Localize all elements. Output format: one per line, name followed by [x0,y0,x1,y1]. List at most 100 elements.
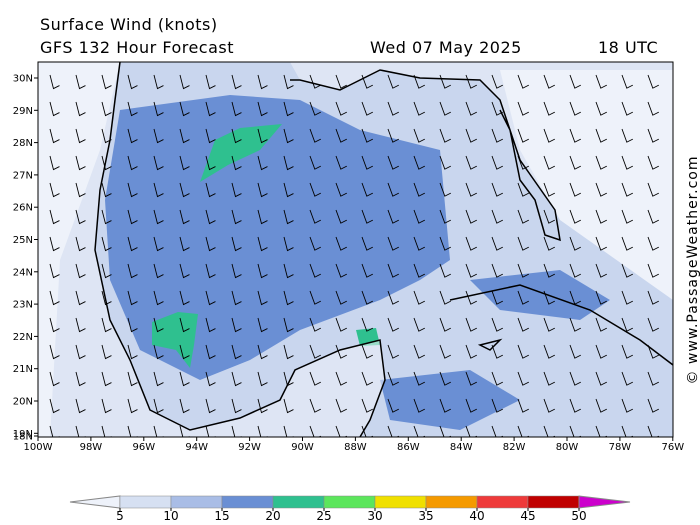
wind-barb [439,263,452,278]
wind-barb [621,101,634,116]
wind-barb [569,182,582,197]
wind-barb [101,317,112,333]
wind-barb [569,398,582,413]
wind-barb [335,74,348,89]
wind-barb [153,128,164,144]
wind-barb [49,371,60,387]
wind-barb [335,371,348,386]
wind-barb [439,182,452,197]
wind-barb [179,209,190,225]
wind-barb [101,209,112,225]
wind-barb [621,182,634,197]
wind-barb [569,290,582,305]
wind-barb [257,209,268,225]
wind-barb [179,182,190,198]
wind-barb [621,236,634,251]
wind-barb [49,398,60,414]
wind-barb [491,209,504,224]
wind-barb [413,398,426,413]
wind-barb [49,101,60,117]
coastline [94,62,673,437]
wind-barb [205,425,216,437]
wind-barb [231,74,242,90]
wind-barb [283,155,294,171]
wind-barb [75,425,86,437]
wind-barb [283,317,294,333]
wind-barb [595,209,608,224]
wind-barb [595,290,608,305]
wind-barb [647,74,660,89]
wind-barb [465,74,478,89]
wind-barb [465,101,478,116]
lat-label: 22N [13,332,33,343]
wind-barb [439,371,452,386]
wind-barb [387,371,400,386]
wind-barb [231,209,242,225]
colorbar-label: 35 [418,509,433,523]
colorbar-label: 25 [316,509,331,523]
wind-barb [257,155,268,171]
wind-barb [101,101,112,117]
lat-label: 18N [13,432,33,443]
wind-barb [231,317,242,333]
colorbar-segment [170,495,223,509]
wind-barb [595,236,608,251]
wind-barb [491,236,504,251]
wind-barb [647,128,660,143]
wind-barb [517,317,530,332]
wind-barb [283,290,294,306]
wind-barb [75,182,86,198]
wind-barb [569,425,582,437]
wind-barb [75,74,86,90]
wind-barb [413,74,426,89]
wind-barb [101,182,112,198]
wind-barb [647,344,660,359]
wind-barb [517,128,530,143]
wind-barb [491,425,504,437]
wind-barb [153,290,164,306]
wind-barb [335,290,348,305]
wind-barb [283,398,294,414]
wind-barb [517,182,530,197]
wind-barb [517,209,530,224]
wind-barb [309,236,322,251]
wind-barb [361,128,374,143]
wind-barb [231,236,242,252]
wind-barb [231,182,242,198]
wind-barb [153,398,164,414]
wind-barb [101,74,112,90]
wind-barb [569,209,582,224]
wind-barb [569,74,582,89]
wind-barb [361,155,374,170]
wind-barb [361,236,374,251]
wind-barb [387,344,400,359]
wind-barb [413,263,426,278]
wind-barb [387,182,400,197]
lat-label: 26N [13,203,33,214]
wind-barb [231,425,242,437]
lat-label: 25N [13,235,33,246]
lat-label: 21N [13,364,33,375]
wind-barb [127,371,138,387]
wind-barb [387,236,400,251]
lon-label: 84W [450,442,473,453]
wind-barb [49,155,60,171]
wind-barb [257,263,268,279]
wind-barb [127,236,138,252]
wind-barb [153,425,164,437]
wind-barb [283,371,294,387]
wind-barb [543,371,556,386]
wind-barb [335,101,348,116]
wind-barb [647,398,660,413]
wind-barb [309,344,322,359]
wind-barb [517,236,530,251]
wind-barb [439,317,452,332]
wind-barb [153,155,164,171]
wind-barb [621,290,634,305]
wind-barb [309,317,322,332]
wind-barb [543,209,556,224]
lon-label: 78W [609,442,632,453]
wind-barb [49,263,60,279]
wind-barb [153,101,164,117]
wind-barb [647,101,660,116]
